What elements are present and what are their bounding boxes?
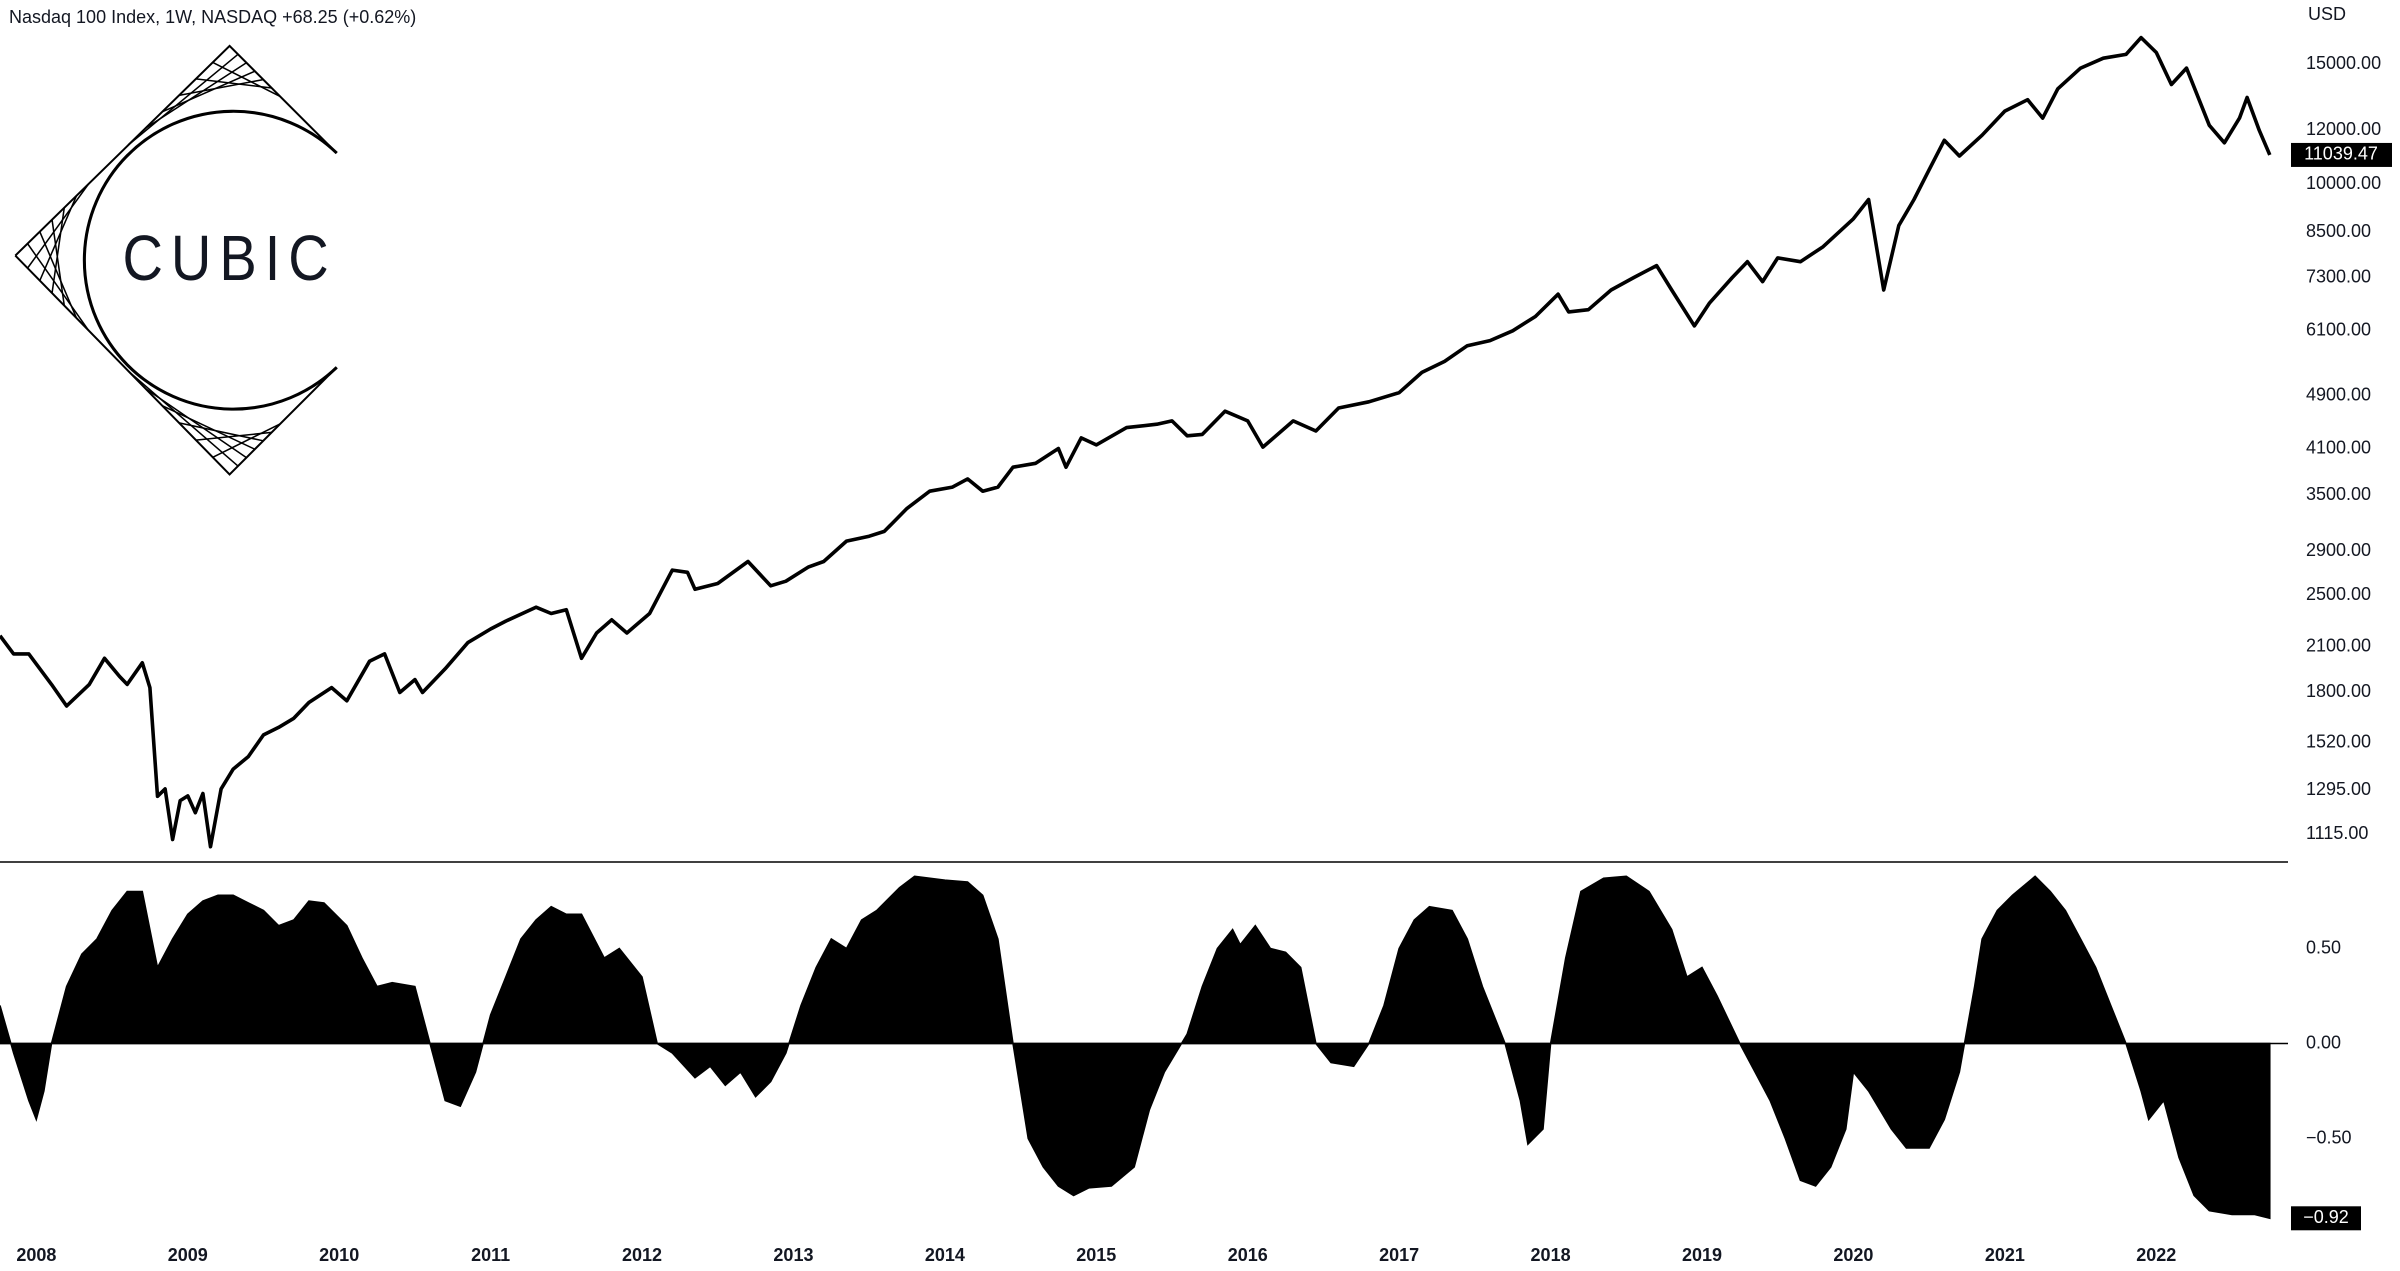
y-tick-label: 1520.00 bbox=[2306, 731, 2371, 751]
logo-string bbox=[26, 183, 90, 269]
x-tick-label: 2020 bbox=[1833, 1245, 1873, 1265]
y-tick-label: 4900.00 bbox=[2306, 384, 2371, 404]
logo-text: CUBIC bbox=[122, 222, 336, 294]
logo-string bbox=[39, 195, 78, 281]
logo-string bbox=[51, 219, 66, 306]
x-tick-label: 2008 bbox=[16, 1245, 56, 1265]
y-tick-label: 1295.00 bbox=[2306, 779, 2371, 799]
logo-string bbox=[212, 61, 281, 98]
x-tick-label: 2016 bbox=[1228, 1245, 1268, 1265]
last-osc-label: −0.92 bbox=[2303, 1207, 2349, 1227]
y-tick-label: 15000.00 bbox=[2306, 53, 2381, 73]
y-tick-label: 6100.00 bbox=[2306, 320, 2371, 340]
logo-string bbox=[161, 405, 256, 450]
currency-label: USD bbox=[2308, 4, 2346, 24]
x-tick-label: 2014 bbox=[925, 1245, 965, 1265]
x-tick-label: 2010 bbox=[319, 1245, 359, 1265]
chart-title: Nasdaq 100 Index, 1W, NASDAQ +68.25 (+0.… bbox=[9, 7, 416, 27]
logo-string bbox=[161, 70, 256, 113]
x-tick-label: 2022 bbox=[2136, 1245, 2176, 1265]
logo-string bbox=[178, 422, 264, 442]
logo-string bbox=[26, 243, 90, 332]
logo-string bbox=[144, 62, 247, 129]
y-tick-label: 3500.00 bbox=[2306, 484, 2371, 504]
x-tick-label: 2019 bbox=[1682, 1245, 1722, 1265]
logo-string bbox=[178, 78, 264, 97]
last-price-tag bbox=[2291, 142, 2392, 167]
x-tick-label: 2021 bbox=[1985, 1245, 2025, 1265]
y-tick-label: −0.50 bbox=[2306, 1127, 2352, 1147]
y-tick-label: 1115.00 bbox=[2306, 823, 2368, 843]
last-price-label: 11039.47 bbox=[2304, 144, 2378, 164]
x-tick-label: 2013 bbox=[773, 1245, 813, 1265]
y-tick-label: 2500.00 bbox=[2306, 584, 2371, 604]
logo: CUBIC bbox=[14, 44, 338, 476]
price-line bbox=[0, 35, 2272, 849]
logo-string bbox=[128, 370, 239, 467]
logo-arc bbox=[82, 109, 338, 411]
oscillator-area bbox=[0, 875, 2271, 1220]
y-tick-label: 0.00 bbox=[2306, 1032, 2341, 1052]
x-tick-label: 2012 bbox=[622, 1245, 662, 1265]
y-tick-label: 7300.00 bbox=[2306, 266, 2371, 286]
y-tick-label: 8500.00 bbox=[2306, 221, 2371, 241]
y-tick-label: 12000.00 bbox=[2306, 119, 2381, 139]
y-tick-label: 0.50 bbox=[2306, 937, 2341, 957]
y-tick-label: 2900.00 bbox=[2306, 540, 2371, 560]
x-tick-label: 2011 bbox=[471, 1245, 510, 1265]
y-tick-label: 1800.00 bbox=[2306, 681, 2371, 701]
y-tick-label: 10000.00 bbox=[2306, 173, 2381, 193]
x-tick-label: 2009 bbox=[168, 1245, 208, 1265]
x-tick-label: 2017 bbox=[1379, 1245, 1419, 1265]
y-tick-label: 2100.00 bbox=[2306, 636, 2371, 656]
x-tick-label: 2015 bbox=[1076, 1245, 1116, 1265]
logo-string bbox=[128, 53, 239, 146]
y-tick-label: 4100.00 bbox=[2306, 437, 2371, 457]
last-osc-tag bbox=[2291, 1206, 2361, 1231]
logo-string bbox=[51, 207, 66, 294]
logo-string bbox=[212, 423, 281, 458]
logo-string bbox=[144, 387, 247, 459]
x-tick-label: 2018 bbox=[1531, 1245, 1571, 1265]
